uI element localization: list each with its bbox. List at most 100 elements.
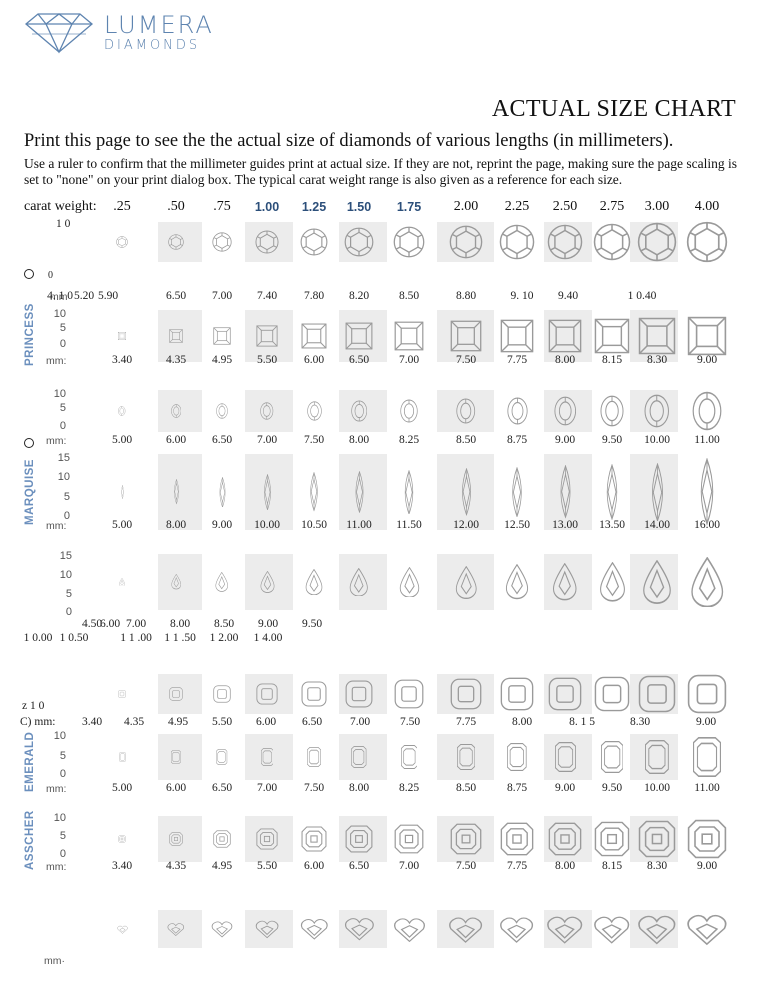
asscher-mm-value: 7.75 — [506, 860, 528, 872]
asscher-mm-value: 9.00 — [696, 860, 718, 872]
emerald-mm-value: 6.00 — [165, 782, 187, 794]
pear-scale-tick: 15 — [59, 550, 72, 562]
pear-mm-value: 8.00 — [169, 618, 191, 630]
cushion-mm-value: 6.00 — [255, 716, 277, 728]
princess-scale-tick: 10 — [53, 308, 66, 320]
pear-shape — [119, 577, 125, 587]
emerald-mm-value: 7.50 — [303, 782, 325, 794]
cushion-mm-value: 6.50 — [301, 716, 323, 728]
pear-shape — [171, 574, 181, 590]
oval-cell — [544, 390, 592, 432]
carat-weight-value: 1.00 — [254, 200, 280, 214]
oval-shape — [400, 399, 418, 423]
carat-weight-value: 2.50 — [552, 199, 578, 214]
marquise-mm-value: 11.00 — [346, 519, 372, 531]
princess-shape — [345, 322, 373, 350]
oval-mm-value: 9.00 — [554, 434, 576, 446]
asscher-mm-value: 6.00 — [303, 860, 325, 872]
asscher-mm-value: 7.00 — [398, 860, 420, 872]
asscher-shape — [687, 819, 727, 859]
oval-marker-icon — [24, 438, 34, 448]
marquise-strip — [0, 454, 766, 530]
emerald-mm-value: 9.00 — [554, 782, 576, 794]
oval-mm-value: 8.50 — [455, 434, 477, 446]
pear-mm-value: 7.00 — [125, 618, 147, 630]
emerald-shape — [260, 748, 274, 766]
cushion-shape — [687, 674, 727, 714]
oval-cell — [630, 390, 678, 432]
princess-shape — [256, 325, 278, 347]
marquise-mm-label: mm: — [46, 520, 67, 532]
emerald-shape — [507, 743, 527, 771]
pear-mm-value: 1 0.50 — [59, 632, 89, 644]
asscher-mm-value: 4.35 — [165, 860, 187, 872]
marquise-mm-value: 9.00 — [211, 519, 233, 531]
princess-shape — [500, 319, 534, 353]
marquise-cell — [245, 454, 293, 530]
princess-shape — [450, 320, 482, 352]
round-mm-value: 1 0.40 — [627, 290, 657, 302]
emerald-mm-value: 5.00 — [111, 782, 133, 794]
oval-mm-value: 7.00 — [256, 434, 278, 446]
cushion-mm-value: 8.00 — [511, 716, 533, 728]
princess-scale-tick: 0 — [59, 338, 66, 350]
oval-cell — [437, 390, 494, 432]
instructions-text: Use a ruler to confirm that the millimet… — [24, 156, 738, 187]
round-mm-value: 8.20 — [348, 290, 370, 302]
pear-mm-value: 8.50 — [213, 618, 235, 630]
asscher-shape — [450, 823, 482, 855]
round-shape — [255, 230, 279, 254]
asscher-mm-value: 8.00 — [554, 860, 576, 872]
princess-mm-value: 5.50 — [256, 354, 278, 366]
carat-weight-value: 2.25 — [504, 199, 530, 214]
heart-shape — [594, 916, 630, 944]
asscher-shape — [169, 832, 183, 846]
oval-cell — [245, 390, 293, 432]
pear-mm-value: 1 4.00 — [253, 632, 283, 644]
emerald-cell — [630, 734, 678, 780]
emerald-mm-value: 8.00 — [348, 782, 370, 794]
heart-shape — [687, 914, 727, 946]
cushion-shape — [256, 683, 278, 705]
round-shape — [116, 236, 128, 248]
heart-shape — [167, 923, 185, 936]
emerald-shape — [307, 747, 321, 767]
cushion-cell — [245, 674, 293, 714]
emerald-shape — [456, 744, 476, 770]
pear-shape — [599, 562, 625, 602]
oval-cell — [158, 390, 202, 432]
oval-mm-value: 6.50 — [211, 434, 233, 446]
marquise-shape — [700, 458, 714, 526]
princess-mm-value: 8.30 — [646, 354, 668, 366]
carat-weight-value: .75 — [213, 199, 231, 214]
emerald-shape — [645, 740, 669, 774]
princess-mm-value: 3.40 — [111, 354, 133, 366]
heart-shape — [300, 919, 328, 940]
oval-shape — [554, 396, 576, 426]
oval-scale-tick: 0 — [59, 420, 66, 432]
pear-mm-value: 4.50 — [81, 618, 103, 630]
marquise-shape — [263, 473, 271, 511]
princess-mm-value: 4.95 — [211, 354, 233, 366]
emerald-mm-value: 8.50 — [455, 782, 477, 794]
marquise-shape — [219, 476, 225, 508]
round-scale-top: 1 0 — [56, 218, 71, 230]
heart-shape — [393, 917, 425, 942]
carat-weight-value: .25 — [113, 199, 131, 214]
marquise-scale-tick: 10 — [57, 471, 70, 483]
marquise-mm-value: 10.00 — [254, 519, 280, 531]
pear-cell — [437, 554, 494, 610]
princess-shape — [638, 317, 676, 355]
emerald-scale-tick: 0 — [59, 768, 66, 780]
cushion-shape — [118, 690, 126, 698]
pear-shape — [305, 568, 323, 596]
pear-scale-tick: 0 — [65, 606, 72, 618]
asscher-shape — [345, 825, 373, 853]
carat-weight-value: 1.75 — [396, 200, 422, 214]
asscher-shape — [256, 828, 278, 850]
emerald-mm-value: 10.00 — [644, 782, 670, 794]
pear-scale-tick: 5 — [65, 588, 72, 600]
marquise-mm-value: 5.00 — [111, 519, 133, 531]
oval-shape — [456, 398, 476, 424]
carat-weight-value: 3.00 — [644, 199, 670, 214]
